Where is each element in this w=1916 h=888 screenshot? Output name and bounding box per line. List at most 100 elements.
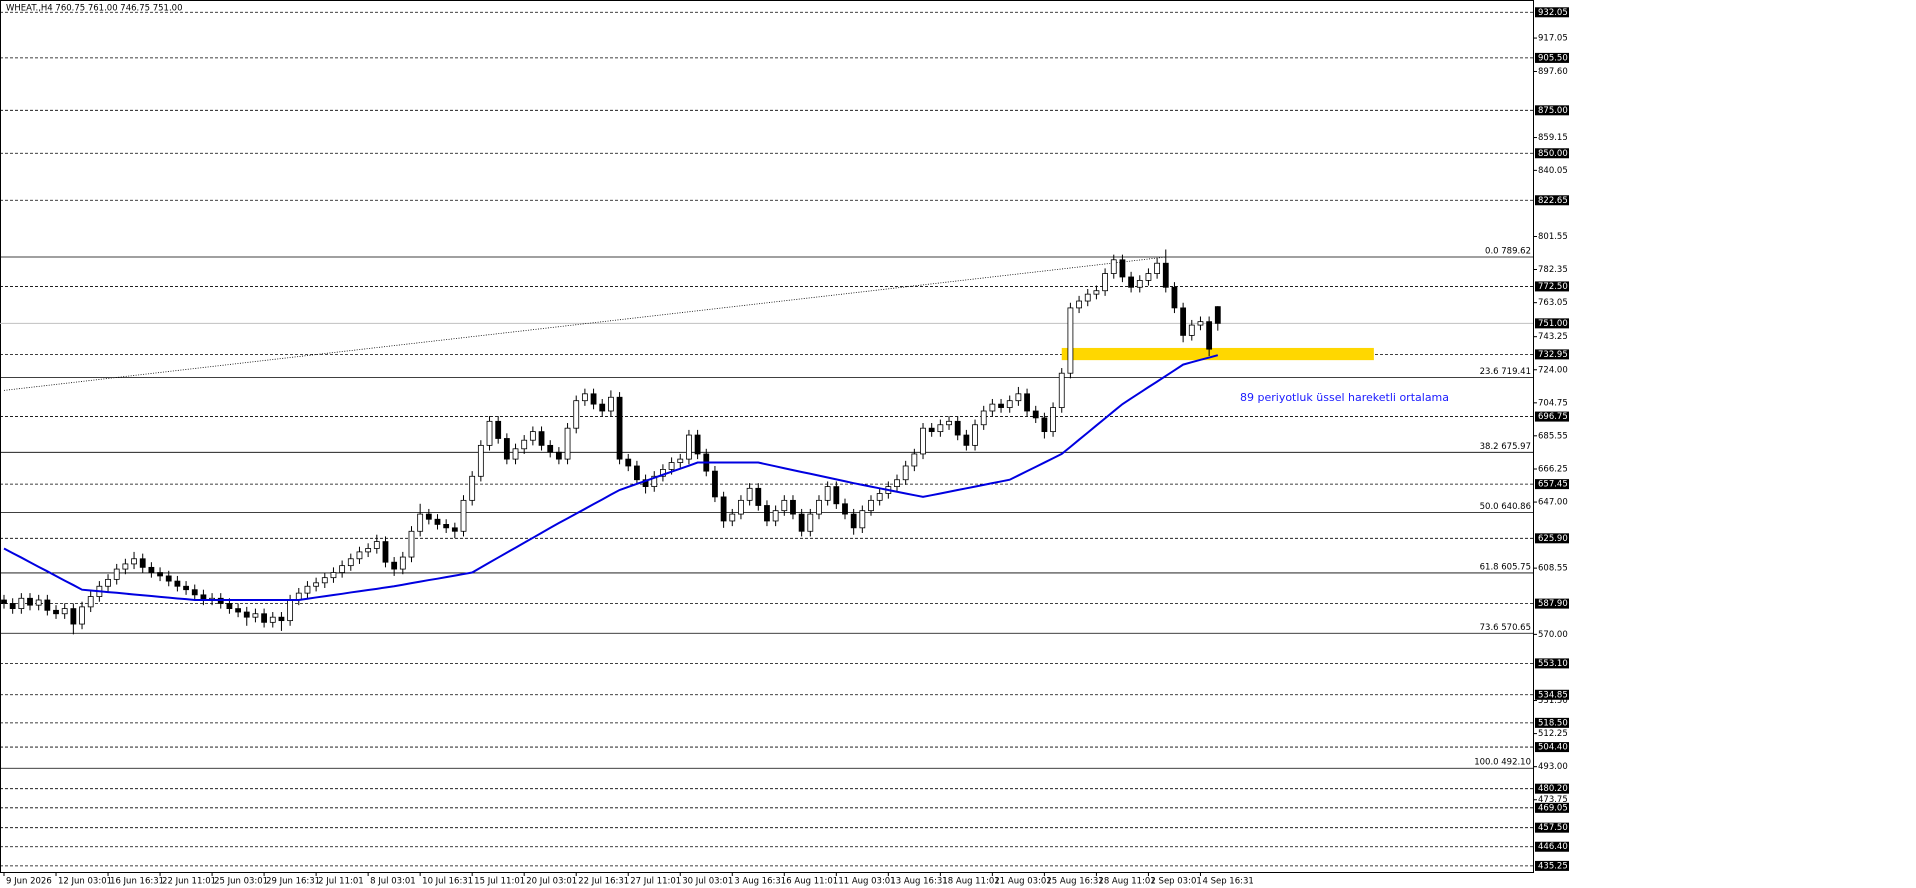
- candle-body: [590, 393, 597, 405]
- candle-body: [460, 499, 467, 532]
- candle-body: [729, 513, 736, 522]
- level-label-box: [1535, 822, 1569, 833]
- fib-label: 23.6 719.41: [1480, 367, 1531, 377]
- level-label: 905.50: [1538, 53, 1568, 63]
- candle-body: [27, 597, 33, 606]
- candle-body: [356, 551, 363, 560]
- x-tick-label: 16 Jun 16:31: [110, 877, 164, 887]
- candle-body: [634, 465, 640, 481]
- x-tick-label: 28 Aug 11:01: [1098, 877, 1155, 887]
- candle-body: [243, 611, 250, 618]
- y-tick-label: 859.15: [1538, 133, 1568, 143]
- candle-body: [599, 403, 606, 412]
- candle-body: [616, 396, 623, 460]
- level-label-box: [1535, 349, 1569, 360]
- candle-body: [1058, 372, 1065, 408]
- level-label: 625.90: [1538, 534, 1568, 544]
- candle-body: [625, 458, 632, 467]
- x-tick-label: 13 Aug 16:31: [890, 877, 947, 887]
- candle-body: [417, 513, 424, 532]
- x-tick-label: 20 Jul 03:01: [526, 877, 577, 887]
- y-tick-label: 685.55: [1538, 431, 1568, 441]
- candle-body: [157, 572, 163, 577]
- x-tick-label: 18 Aug 11:01: [942, 877, 999, 887]
- candle-body: [87, 596, 94, 608]
- candle-body: [1128, 276, 1134, 288]
- candle-body: [781, 499, 788, 512]
- candle-body: [278, 616, 285, 622]
- level-label: 469.05: [1538, 803, 1568, 813]
- candle-body: [963, 434, 970, 446]
- level-label: 504.40: [1538, 743, 1568, 753]
- candle-body: [790, 499, 796, 515]
- candle-body: [972, 424, 978, 446]
- x-tick-label: 29 Jun 16:31: [266, 877, 320, 887]
- level-label-box: [1535, 689, 1569, 700]
- candle-body: [287, 599, 294, 622]
- candle-body: [139, 558, 146, 568]
- candle-body: [798, 513, 805, 532]
- x-tick-label: 9 Jun 2026: [6, 877, 52, 887]
- candle-body: [1110, 259, 1117, 274]
- candle-body: [9, 603, 16, 609]
- candle-body: [434, 518, 441, 525]
- candle-body: [477, 444, 484, 477]
- y-tick-label: 724.00: [1538, 365, 1568, 375]
- level-label: 446.40: [1538, 842, 1568, 852]
- x-tick-label: 2 Sep 03:01: [1150, 877, 1201, 887]
- candle-body: [79, 606, 85, 625]
- candle-body: [807, 513, 814, 532]
- candle-body: [1032, 410, 1039, 419]
- fib-label: 0.0 789.62: [1485, 247, 1531, 257]
- level-label-box: [1535, 52, 1569, 63]
- y-tick-label: 763.05: [1538, 298, 1568, 308]
- candle-body: [44, 599, 51, 611]
- candle-body: [989, 403, 996, 412]
- candle-body: [35, 599, 42, 606]
- support-zone: [1061, 347, 1374, 361]
- x-tick-label: 27 Jul 11:01: [630, 877, 681, 887]
- x-tick-label: 6 Aug 11:01: [786, 877, 838, 887]
- candle-body: [608, 396, 614, 412]
- x-tick-label: 10 Jul 16:31: [422, 877, 473, 887]
- candle-body: [1197, 321, 1204, 326]
- level-label: 772.50: [1538, 282, 1568, 292]
- candle-body: [252, 613, 259, 618]
- candle-body: [113, 568, 120, 580]
- candle-body: [313, 582, 320, 587]
- candle-body: [191, 589, 198, 596]
- candle-body: [425, 513, 432, 520]
- candle-body: [131, 558, 137, 565]
- level-label: 850.00: [1538, 149, 1568, 159]
- level-label-box: [1535, 7, 1569, 18]
- candle-body: [1136, 280, 1143, 288]
- x-tick-label: 30 Jul 03:01: [682, 877, 733, 887]
- candle-body: [954, 420, 961, 436]
- candle-body: [1180, 307, 1187, 336]
- candle-body: [321, 577, 328, 584]
- candle-body: [330, 572, 337, 579]
- candle-body: [443, 524, 450, 529]
- candle-body: [850, 513, 857, 529]
- y-tick-label: 512.25: [1538, 729, 1568, 739]
- candle-body: [18, 597, 25, 609]
- level-label-box: [1535, 479, 1569, 490]
- candle-body: [764, 505, 770, 522]
- candle-body: [53, 609, 59, 615]
- y-tick-label: 917.05: [1538, 34, 1568, 44]
- y-tick-label: 840.05: [1538, 166, 1568, 176]
- candle-body: [686, 434, 692, 460]
- candle-body: [876, 493, 883, 501]
- candle-body: [183, 585, 189, 591]
- candle-body: [226, 603, 233, 609]
- candle-body: [712, 470, 718, 498]
- candle-body: [1171, 286, 1178, 309]
- level-label: 553.10: [1538, 659, 1568, 669]
- candle-body: [1162, 262, 1169, 288]
- level-label: 587.90: [1538, 599, 1568, 609]
- candle-body: [720, 496, 727, 522]
- candle-body: [824, 486, 831, 501]
- x-tick-label: 21 Aug 03:01: [994, 877, 1051, 887]
- y-tick-label: 570.00: [1538, 630, 1568, 640]
